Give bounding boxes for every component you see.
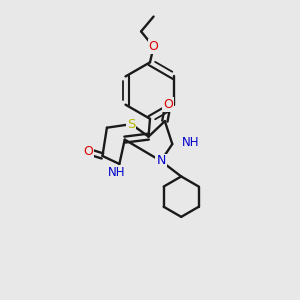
Text: O: O <box>163 98 173 111</box>
Text: O: O <box>148 40 158 53</box>
Text: NH: NH <box>108 166 125 179</box>
Text: O: O <box>83 145 93 158</box>
Text: N: N <box>156 154 166 167</box>
Text: S: S <box>127 118 136 130</box>
Text: NH: NH <box>182 136 199 149</box>
